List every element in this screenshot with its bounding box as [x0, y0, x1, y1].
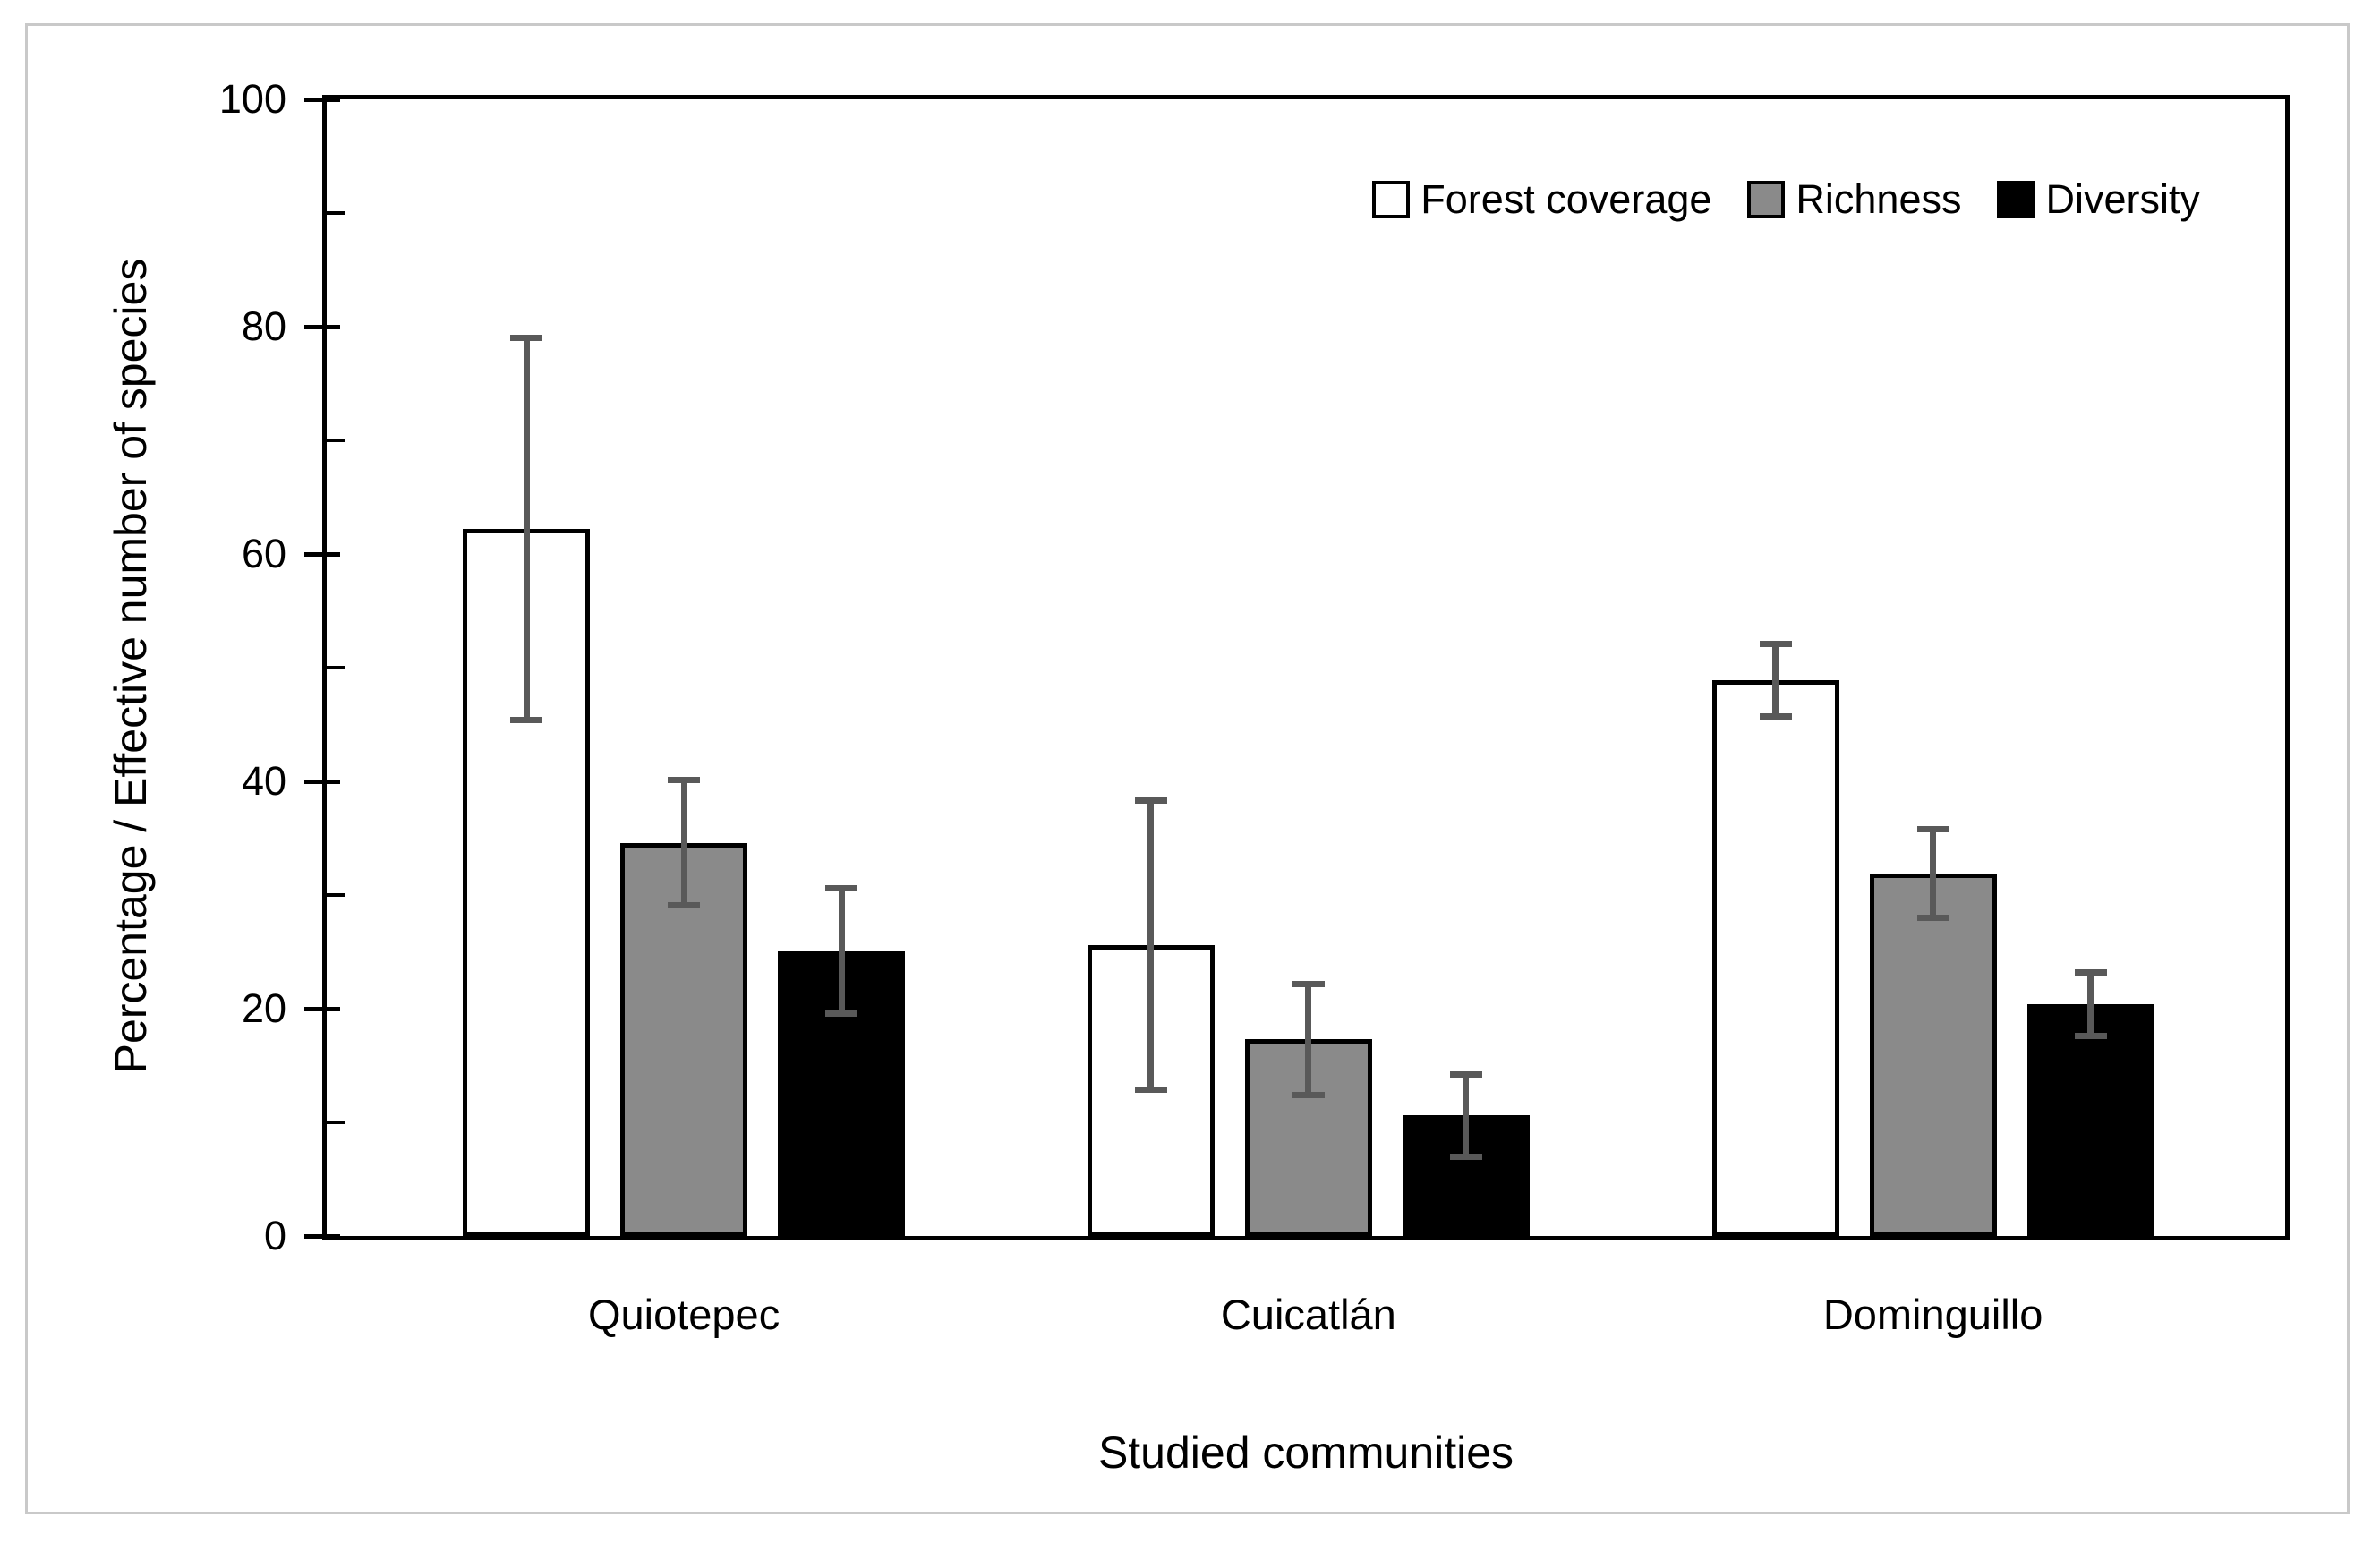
plot-area: Forest coverage Richness Diversity — [304, 95, 2290, 1240]
legend-item-richness: Richness — [1747, 176, 1961, 223]
y-minor-tick — [327, 1121, 345, 1124]
legend-label-forest-coverage: Forest coverage — [1420, 176, 1712, 222]
y-tick-label: 20 — [241, 985, 286, 1031]
error-bar-diversity-cuicatlan — [1463, 1074, 1470, 1157]
error-bar-richness-cuicatlan — [1305, 984, 1312, 1095]
error-bar-diversity-dominguillo — [2087, 972, 2094, 1036]
y-tick-label: 80 — [241, 303, 286, 349]
error-bar-cap — [1134, 797, 1167, 805]
legend-swatch-diversity — [1997, 181, 2035, 218]
y-tick-label: 60 — [241, 531, 286, 576]
error-bar-cap — [1916, 914, 1949, 921]
x-category-label-dominguillo: Dominguillo — [1822, 1291, 2043, 1338]
y-minor-tick — [327, 211, 345, 215]
legend-item-diversity: Diversity — [1997, 176, 2200, 223]
error-bar-richness-dominguillo — [1930, 829, 1937, 918]
y-minor-tick — [327, 439, 345, 442]
error-bar-diversity-quiotepec — [838, 888, 845, 1014]
error-bar-forest-coverage-quiotepec — [523, 337, 530, 720]
legend-label-richness: Richness — [1796, 176, 1962, 222]
y-axis-title: Percentage / Effective number of species — [106, 258, 156, 1074]
error-bar-cap — [1916, 825, 1949, 832]
legend-swatch-richness — [1747, 181, 1786, 218]
y-minor-tick — [327, 666, 345, 669]
error-bar-cap — [510, 716, 543, 723]
y-major-tick — [304, 1006, 340, 1011]
error-bar-cap — [1759, 640, 1792, 647]
x-axis-title: Studied communities — [1097, 1428, 1514, 1478]
y-major-tick — [304, 779, 340, 784]
error-bar-cap — [1449, 1153, 1482, 1160]
error-bar-cap — [1292, 980, 1325, 987]
error-bar-forest-coverage-dominguillo — [1772, 644, 1779, 717]
error-bar-cap — [1292, 1092, 1325, 1099]
bar-forest-coverage-dominguillo — [1711, 679, 1839, 1236]
y-major-tick — [304, 97, 340, 102]
y-major-tick — [304, 551, 340, 557]
y-tick-label: 40 — [241, 758, 286, 804]
legend-swatch-forest-coverage — [1372, 181, 1411, 218]
error-bar-cap — [2074, 1032, 2107, 1039]
error-bar-cap — [1759, 713, 1792, 720]
error-bar-forest-coverage-cuicatlan — [1147, 800, 1155, 1090]
y-tick-label: 100 — [218, 76, 286, 122]
error-bar-richness-quiotepec — [680, 780, 687, 906]
y-major-tick — [304, 1233, 340, 1239]
legend-label-diversity: Diversity — [2045, 176, 2200, 222]
legend-item-forest-coverage: Forest coverage — [1372, 176, 1711, 223]
error-bar-cap — [1449, 1071, 1482, 1078]
error-bar-cap — [668, 777, 701, 784]
error-bar-cap — [825, 1010, 858, 1017]
error-bar-cap — [825, 884, 858, 891]
y-tick-label: 0 — [263, 1213, 286, 1258]
error-bar-cap — [510, 335, 543, 342]
bar-richness-dominguillo — [1869, 873, 1997, 1236]
error-bar-cap — [668, 901, 701, 908]
error-bar-cap — [2074, 968, 2107, 976]
legend: Forest coverage Richness Diversity — [1372, 176, 2200, 223]
x-category-label-cuicatlan: Cuicatlán — [1220, 1291, 1396, 1338]
x-category-label-quiotepec: Quiotepec — [587, 1291, 781, 1338]
bar-richness-quiotepec — [620, 842, 748, 1236]
y-major-tick — [304, 324, 340, 329]
bar-richness-cuicatlan — [1244, 1039, 1372, 1236]
y-minor-tick — [327, 893, 345, 897]
error-bar-cap — [1134, 1086, 1167, 1093]
